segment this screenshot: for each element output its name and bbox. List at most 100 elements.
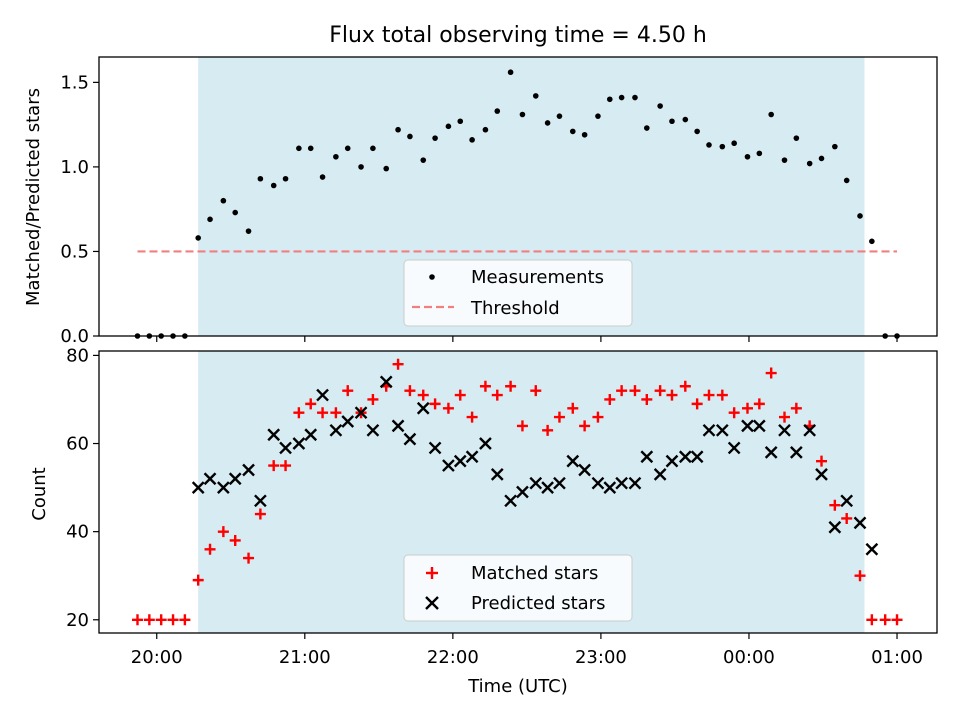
predicted-star-point [391, 419, 405, 433]
top-legend: Measurements Threshold [403, 259, 633, 327]
measurement-point [657, 103, 663, 109]
measurement-point [220, 197, 227, 204]
matched-star-point [243, 552, 255, 564]
matched-star-point [666, 389, 678, 401]
bottom-y-tick-label: 20 [66, 610, 89, 631]
top-axes-frame [98, 56, 938, 337]
predicted-star-point [292, 437, 306, 450]
matched-star-point [530, 385, 542, 397]
predicted-star-point [465, 450, 479, 464]
predicted-star-point [803, 423, 817, 437]
measurement-point [207, 216, 213, 223]
predicted-star-point [591, 476, 605, 490]
matched-star-point [716, 389, 728, 401]
measurement-point [818, 155, 825, 162]
matched-star-point [293, 407, 305, 419]
measurement-point [843, 177, 850, 184]
predicted-star-point [354, 406, 368, 420]
measurement-point [644, 125, 650, 131]
predicted-star-point [504, 494, 517, 508]
predicted-star-point [453, 454, 467, 468]
matched-star-point [179, 614, 191, 626]
matched-star-point [204, 543, 216, 555]
matched-star-point [229, 534, 241, 546]
predicted-star-point [267, 428, 281, 442]
predicted-star-point [741, 419, 754, 433]
bottom-y-tick-label: 80 [66, 345, 89, 366]
matched-star-point [753, 398, 765, 410]
matched-star-point [392, 358, 404, 370]
top-series-layer [134, 69, 900, 339]
predicted-star-point [865, 542, 879, 556]
predicted-star-point [789, 445, 803, 459]
predicted-star-point [228, 472, 242, 486]
matched-star-point [691, 398, 703, 410]
matched-star-point [542, 424, 554, 436]
predicted-star-point [316, 388, 329, 402]
matched-star-point [654, 385, 666, 397]
measurement-point [556, 113, 563, 119]
matched-star-point [616, 385, 628, 397]
measurement-point [245, 228, 252, 234]
matched-star-point [454, 389, 466, 401]
legend-threshold-label: Threshold [470, 298, 560, 319]
matched-star-point [790, 402, 802, 414]
bottom-y-ticks: 20 40 60 80 [66, 345, 99, 631]
measurement-point [669, 118, 675, 125]
matched-star-point [879, 614, 891, 626]
matched-star-point [679, 380, 691, 392]
predicted-star-point [640, 450, 654, 464]
measurement-point [445, 123, 452, 130]
matched-star-point [854, 570, 866, 582]
matched-star-point [155, 614, 167, 626]
matched-star-point [567, 402, 579, 414]
measurement-point [358, 164, 364, 170]
measurement-point [257, 175, 264, 182]
measurement-point [319, 174, 326, 180]
matched-star-point [491, 389, 503, 401]
measurement-point [806, 160, 813, 167]
measurement-point [232, 209, 239, 216]
predicted-star-point [379, 375, 393, 389]
matched-star-point [866, 614, 878, 626]
predicted-star-point [304, 428, 318, 442]
predicted-star-point [490, 468, 504, 481]
top-y-tick-label: 1.5 [60, 72, 89, 93]
predicted-star-point [727, 441, 741, 455]
matched-star-point [330, 407, 342, 419]
measurement-point [282, 175, 289, 182]
legend-measurements-label: Measurements [471, 267, 604, 288]
matched-star-point [841, 512, 853, 524]
top-y-tick-label: 0.5 [60, 241, 89, 262]
matched-star-point [505, 380, 517, 392]
matched-star-point [442, 402, 454, 414]
measurement-point [744, 153, 751, 160]
predicted-star-point [416, 401, 430, 415]
bottom-y-tick-label: 60 [66, 434, 89, 455]
top-legend-box [403, 259, 633, 327]
matched-star-point [641, 393, 653, 405]
bottom-y-axis-label: Count [29, 467, 50, 520]
predicted-star-point [653, 468, 667, 481]
matched-star-point [342, 385, 354, 397]
x-axis-label: Time (UTC) [467, 676, 568, 697]
predicted-star-point [828, 520, 842, 534]
measurement-point [731, 140, 737, 147]
bottom-x-ticks: 20:00 21:00 22:00 23:00 00:00 01:00 [131, 633, 923, 668]
predicted-star-point [403, 432, 417, 446]
predicted-star-point [566, 454, 580, 468]
x-tick-label: 22:00 [427, 647, 479, 668]
matched-star-point [254, 508, 266, 520]
measurement-point [618, 94, 625, 101]
predicted-star-point [715, 423, 729, 437]
predicted-star-point [242, 463, 255, 477]
legend-x-marker [425, 596, 439, 610]
measurement-point [370, 145, 376, 152]
measurement-point [632, 94, 638, 101]
measurement-point [869, 238, 875, 245]
matched-star-point [192, 574, 204, 586]
predicted-star-point [203, 472, 217, 486]
matched-star-point [592, 411, 604, 423]
predicted-star-point [341, 415, 355, 428]
